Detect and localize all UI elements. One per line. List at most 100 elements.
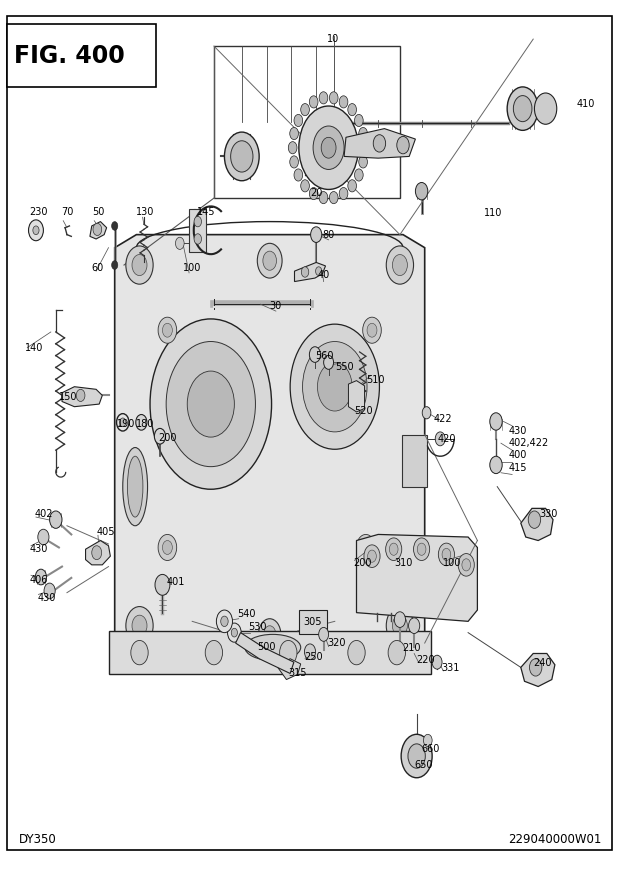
Polygon shape [236,633,294,673]
Circle shape [359,128,368,140]
Circle shape [423,734,432,746]
Polygon shape [521,508,553,541]
Text: 310: 310 [394,558,413,568]
Circle shape [309,347,321,362]
Circle shape [301,180,309,192]
Circle shape [359,156,368,168]
Circle shape [367,323,377,337]
Circle shape [392,615,407,636]
Text: 60: 60 [92,262,104,273]
Circle shape [422,407,431,419]
Ellipse shape [123,448,148,526]
Text: 70: 70 [61,207,73,217]
Text: 200: 200 [353,558,372,568]
Text: 100: 100 [183,262,202,273]
Circle shape [319,627,329,641]
Text: 500: 500 [257,642,276,653]
Circle shape [324,355,334,369]
Circle shape [529,659,542,676]
Circle shape [131,640,148,665]
Circle shape [228,623,241,642]
Circle shape [313,126,344,169]
Circle shape [534,93,557,124]
Circle shape [44,583,55,599]
Circle shape [435,432,445,446]
Circle shape [317,362,352,411]
Text: DY350: DY350 [19,833,56,846]
Circle shape [301,267,309,277]
Text: 520: 520 [355,406,373,416]
Circle shape [361,541,371,554]
Text: 200: 200 [158,433,177,443]
Circle shape [408,744,425,768]
Circle shape [76,389,85,401]
Circle shape [373,135,386,152]
Text: 20: 20 [310,188,322,198]
Polygon shape [90,222,107,239]
Circle shape [363,317,381,343]
Text: 50: 50 [92,207,104,217]
Circle shape [187,371,234,437]
Circle shape [166,342,255,467]
Text: 405: 405 [96,527,115,537]
Text: FIG. 400: FIG. 400 [14,43,125,68]
Circle shape [528,511,541,528]
Circle shape [175,237,184,249]
Text: 560: 560 [315,351,334,362]
Circle shape [29,220,43,241]
Polygon shape [86,541,110,565]
Circle shape [264,626,276,643]
Ellipse shape [245,634,301,660]
Circle shape [348,640,365,665]
Text: 331: 331 [441,663,460,673]
Circle shape [321,137,336,158]
Text: 660: 660 [422,744,440,754]
Circle shape [414,538,430,561]
Circle shape [339,188,348,200]
Circle shape [120,418,126,427]
Circle shape [490,456,502,474]
Text: 510: 510 [366,375,384,385]
Text: 230: 230 [29,207,48,217]
Text: 40: 40 [317,270,330,281]
Bar [189,209,206,252]
Polygon shape [115,235,425,656]
Circle shape [507,87,538,130]
Text: 401: 401 [166,577,185,587]
Circle shape [158,534,177,561]
Circle shape [304,644,316,660]
Circle shape [355,169,363,181]
Text: 30: 30 [270,301,282,311]
Circle shape [288,142,297,154]
Text: 402: 402 [34,509,53,520]
Circle shape [301,103,309,116]
Bar [108,631,431,674]
Circle shape [401,734,432,778]
Circle shape [348,103,356,116]
Circle shape [126,607,153,645]
Text: 400: 400 [508,450,527,461]
Circle shape [415,182,428,200]
Circle shape [316,267,322,275]
Text: Replacementcommercial.com: Replacementcommercial.com [198,421,323,430]
Circle shape [442,548,451,561]
Circle shape [162,541,172,554]
Circle shape [394,612,405,627]
Circle shape [303,342,367,432]
Circle shape [392,255,407,275]
Circle shape [311,227,322,242]
Text: 250: 250 [304,652,322,662]
Text: 180: 180 [136,419,155,429]
Circle shape [329,191,338,203]
Circle shape [290,128,298,140]
Circle shape [132,255,147,275]
Circle shape [257,243,282,278]
Text: 550: 550 [335,362,353,372]
Circle shape [389,543,398,555]
Circle shape [194,234,202,244]
Text: 130: 130 [136,207,155,217]
Circle shape [162,323,172,337]
Bar [7,24,156,87]
Circle shape [438,543,454,566]
Circle shape [263,251,277,270]
